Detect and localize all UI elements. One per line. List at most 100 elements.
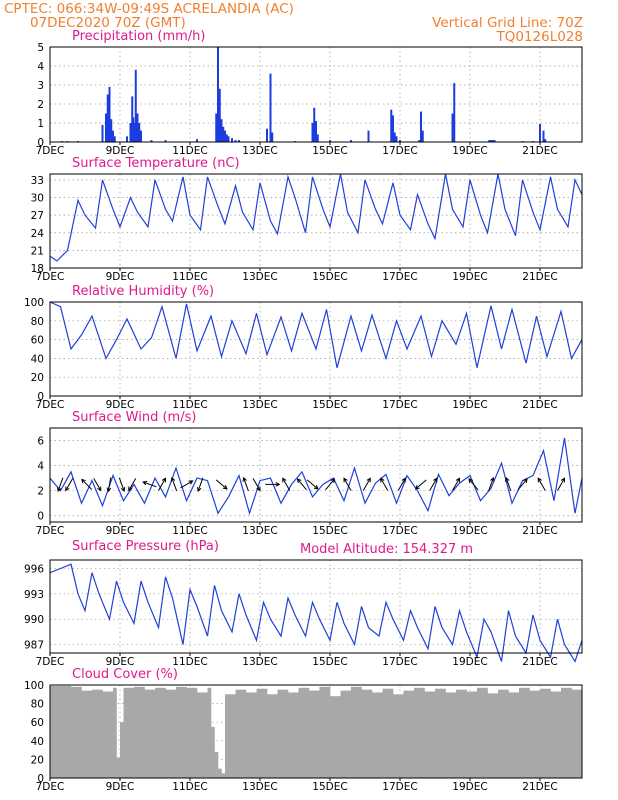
wind-arrow-shaft — [452, 478, 460, 491]
wind-arrow-shaft — [306, 479, 319, 490]
precip-bar — [329, 140, 331, 142]
cloud-cover-bar — [372, 692, 383, 778]
precip-bar — [215, 113, 218, 142]
cloud-cover-bar — [340, 690, 352, 778]
y-tick-label: 33 — [31, 175, 44, 187]
wind-arrow — [215, 479, 228, 490]
precip-bar — [222, 126, 225, 142]
x-tick-label: 11DEC — [172, 399, 207, 411]
precip-bar — [231, 138, 233, 142]
wind-arrow — [505, 476, 512, 492]
cloud-cover-bar — [207, 687, 212, 778]
wind-arrow-head — [275, 482, 281, 487]
wind-arrow-head — [414, 484, 420, 490]
x-tick-label: 9DEC — [106, 145, 135, 157]
x-tick-label: 15DEC — [312, 656, 347, 668]
wind-arrow-shaft — [197, 477, 204, 492]
cloud-cover-bar — [351, 686, 362, 778]
wind-arrow — [170, 476, 178, 492]
precip-bar — [126, 136, 128, 142]
x-tick-label: 9DEC — [106, 525, 135, 537]
cloud-cover-bar — [221, 773, 226, 778]
x-tick-label: 13DEC — [242, 145, 277, 157]
series-line — [49, 563, 583, 663]
x-tick-label: 15DEC — [312, 781, 347, 793]
wind-arrow — [57, 477, 64, 492]
cloud-cover-bar — [211, 726, 215, 778]
cloud-cover-bar — [81, 690, 93, 778]
x-tick-label: 21DEC — [522, 271, 557, 283]
cloud-cover-bar — [71, 686, 82, 778]
wind-arrow-shaft — [118, 477, 125, 492]
cloud-cover-bar — [246, 692, 257, 778]
cloud-cover-bar — [445, 692, 457, 778]
y-tick-label: 21 — [31, 245, 44, 257]
wind-arrow-head — [97, 486, 102, 492]
x-tick-label: 19DEC — [452, 656, 487, 668]
y-tick-label: 40 — [31, 736, 44, 748]
cloud-cover-bar — [116, 757, 121, 778]
y-tick-label: 2 — [37, 486, 44, 498]
precip-bar — [218, 88, 221, 142]
panel-frame — [49, 173, 583, 269]
panel-title: Surface Wind (m/s) — [72, 410, 196, 425]
cloud-cover-bar — [144, 689, 156, 778]
wind-arrow — [265, 482, 281, 487]
precip-bar — [393, 132, 396, 142]
precip-bar — [129, 123, 132, 142]
precip-bar — [420, 111, 422, 142]
precip-bar — [105, 113, 107, 142]
cloud-cover-bar — [225, 694, 236, 778]
x-tick-label: 17DEC — [382, 399, 417, 411]
wind-arrow — [325, 478, 336, 491]
y-tick-label: 993 — [24, 589, 44, 601]
wind-arrow — [158, 477, 167, 491]
wind-arrow-shaft — [343, 478, 352, 491]
wind-arrow-shaft — [143, 481, 157, 488]
wind-arrow-shaft — [282, 478, 291, 491]
wind-arrow-shaft — [297, 478, 307, 491]
wind-arrow-head — [142, 480, 148, 486]
wind-arrow — [65, 478, 74, 492]
cloud-cover-bar — [186, 687, 198, 778]
x-tick-label: 9DEC — [106, 781, 135, 793]
precip-bar — [134, 69, 137, 142]
wind-arrow-shaft — [517, 478, 528, 491]
precip-bar — [196, 139, 198, 142]
wind-arrow — [397, 477, 406, 491]
header-grid-line: Vertical Grid Line: 70Z — [432, 15, 583, 31]
wind-arrow-head — [222, 484, 228, 490]
wind-arrow — [282, 477, 291, 491]
x-tick-label: 15DEC — [312, 525, 347, 537]
precip-bar — [138, 123, 141, 142]
precip-bar — [140, 130, 142, 142]
x-tick-label: 7DEC — [36, 145, 65, 157]
y-tick-label: 30 — [31, 193, 44, 205]
wind-arrow-shaft — [158, 478, 166, 491]
x-tick-label: 21DEC — [522, 781, 557, 793]
cloud-cover-bar — [214, 751, 219, 778]
wind-arrow-head — [128, 486, 133, 492]
wind-arrow — [537, 477, 546, 491]
precip-bar — [234, 140, 237, 142]
precip-bar — [112, 130, 114, 142]
cloud-cover-bar — [330, 696, 341, 778]
precip-bar — [392, 115, 394, 142]
wind-arrow — [106, 477, 112, 493]
wind-arrow — [452, 477, 461, 491]
x-tick-label: 11DEC — [172, 525, 207, 537]
wind-arrow-head — [401, 477, 406, 483]
cloud-cover-bar — [550, 691, 562, 778]
precip-bar — [164, 140, 167, 142]
precip-bar — [395, 136, 398, 142]
x-tick-label: 17DEC — [382, 781, 417, 793]
precip-bar — [217, 47, 219, 142]
cloud-cover-bar — [256, 688, 268, 778]
y-tick-label: 4 — [37, 61, 44, 73]
wind-arrow-shaft — [537, 478, 546, 491]
wind-arrow-shaft — [380, 478, 389, 491]
x-tick-label: 13DEC — [242, 781, 277, 793]
x-tick-label: 15DEC — [312, 399, 347, 411]
cloud-cover-bar — [60, 685, 72, 778]
precip-bar — [110, 119, 113, 142]
